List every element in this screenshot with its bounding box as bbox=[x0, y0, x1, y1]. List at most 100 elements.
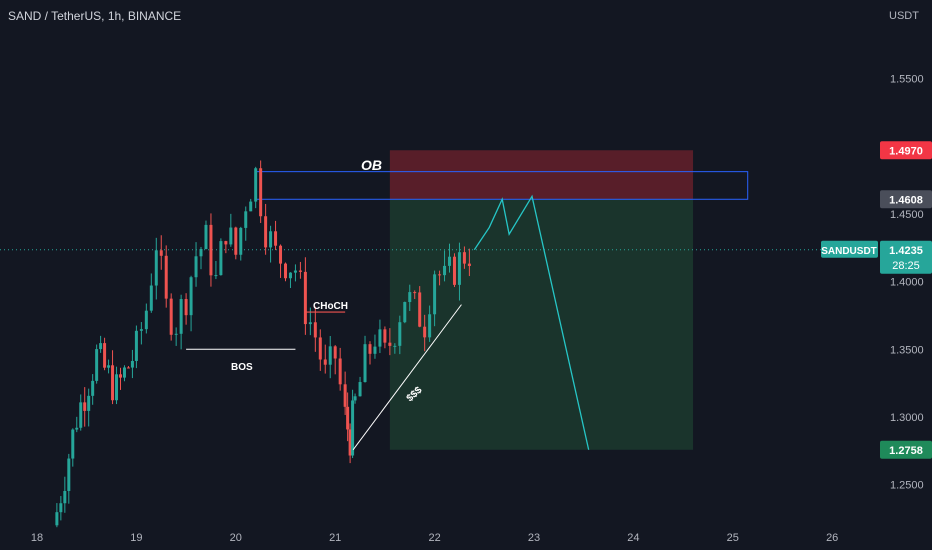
candle-up bbox=[308, 322, 312, 325]
candle-up bbox=[229, 227, 233, 245]
candle-down bbox=[103, 343, 107, 368]
candle-up bbox=[373, 346, 377, 354]
candle-up bbox=[219, 241, 223, 276]
candle-down bbox=[368, 344, 372, 354]
candle-down bbox=[169, 298, 173, 335]
chart-title: SAND / TetherUS, 1h, BINANCE bbox=[8, 9, 182, 23]
candle-up bbox=[71, 429, 75, 459]
candle-down bbox=[323, 359, 327, 365]
target-price-tag-bg bbox=[880, 440, 932, 459]
trend-line bbox=[352, 304, 462, 451]
x-tick-label: 18 bbox=[31, 532, 43, 544]
current-price-tag-bg bbox=[880, 240, 932, 274]
currency-label: USDT bbox=[889, 10, 919, 22]
candle-up bbox=[154, 250, 158, 286]
candle-down bbox=[318, 337, 322, 360]
candle-down bbox=[259, 168, 263, 217]
countdown-label: 28:25 bbox=[892, 260, 920, 272]
y-tick-label: 1.3500 bbox=[890, 344, 924, 356]
candle-up bbox=[398, 322, 402, 346]
candle-down bbox=[224, 241, 228, 245]
candle-down bbox=[303, 271, 307, 325]
candle-up bbox=[59, 503, 63, 513]
candle-up bbox=[448, 256, 452, 266]
ob-label: OB bbox=[361, 157, 382, 173]
y-tick-label: 1.3000 bbox=[890, 412, 924, 424]
target-price-tag: 1.2758 bbox=[889, 445, 923, 457]
x-tick-label: 22 bbox=[428, 532, 440, 544]
x-tick-label: 23 bbox=[528, 532, 540, 544]
x-tick-label: 26 bbox=[826, 532, 838, 544]
candle-up bbox=[55, 512, 59, 526]
candle-up bbox=[443, 265, 447, 276]
choch-label: CHoCH bbox=[313, 301, 348, 312]
candle-up bbox=[204, 224, 208, 250]
candle-down bbox=[438, 274, 442, 276]
bos-label: BOS bbox=[231, 362, 253, 373]
candle-up bbox=[363, 344, 367, 383]
candle-down bbox=[333, 346, 337, 359]
x-tick-label: 19 bbox=[130, 532, 142, 544]
projection-path bbox=[473, 194, 590, 450]
candle-up bbox=[134, 330, 138, 361]
candle-up bbox=[99, 343, 103, 350]
candle-down bbox=[423, 326, 427, 338]
candle-up bbox=[79, 402, 83, 428]
candle-up bbox=[393, 345, 397, 347]
candle-up bbox=[139, 329, 143, 331]
candle-down bbox=[279, 245, 283, 264]
candle-up bbox=[67, 458, 71, 491]
candle-down bbox=[343, 384, 347, 407]
candle-up bbox=[288, 272, 292, 279]
x-tick-label: 21 bbox=[329, 532, 341, 544]
candle-down bbox=[83, 402, 87, 411]
candle-up bbox=[87, 395, 91, 411]
candle-down bbox=[413, 292, 417, 294]
y-tick-label: 1.4500 bbox=[890, 209, 924, 221]
candle-up bbox=[378, 329, 382, 347]
candle-up bbox=[408, 292, 412, 303]
candle-up bbox=[189, 277, 193, 316]
candle-up bbox=[194, 256, 198, 278]
candle-up bbox=[122, 367, 126, 378]
candle-up bbox=[115, 374, 119, 401]
candle-up bbox=[293, 270, 297, 273]
candle-down bbox=[209, 224, 213, 276]
stop-price-tag-bg bbox=[880, 141, 932, 160]
candle-down bbox=[313, 322, 317, 338]
candle-down bbox=[452, 256, 456, 285]
candle-down bbox=[284, 263, 287, 279]
candle-up bbox=[214, 275, 218, 277]
symbol-badge-bg bbox=[821, 240, 878, 258]
ob-price-tag-bg bbox=[880, 190, 932, 209]
candle-up bbox=[244, 211, 248, 228]
candle-up bbox=[457, 252, 461, 285]
candle-up bbox=[353, 396, 357, 401]
candle-up bbox=[75, 427, 79, 430]
candle-down bbox=[348, 429, 352, 456]
x-tick-label: 24 bbox=[627, 532, 639, 544]
candle-up bbox=[107, 365, 111, 368]
candle-up bbox=[91, 380, 95, 396]
y-tick-label: 1.2500 bbox=[890, 480, 924, 492]
candle-down bbox=[126, 367, 130, 369]
candle-up bbox=[328, 346, 332, 365]
candle-down bbox=[383, 329, 387, 343]
candle-up bbox=[130, 360, 134, 368]
candle-down bbox=[418, 292, 422, 327]
candle-up bbox=[351, 400, 355, 456]
candle-up bbox=[403, 302, 407, 323]
candle-down bbox=[264, 216, 268, 248]
candle-down bbox=[388, 342, 392, 346]
candle-up bbox=[269, 231, 273, 248]
candle-up bbox=[63, 490, 67, 504]
candle-up bbox=[179, 299, 183, 334]
ob-price-tag: 1.4608 bbox=[889, 194, 923, 206]
candle-up bbox=[174, 333, 178, 335]
candle-down bbox=[298, 270, 302, 272]
stop-zone bbox=[389, 150, 694, 200]
candle-down bbox=[462, 252, 466, 264]
y-tick-label: 1.5500 bbox=[890, 74, 924, 86]
stop-price-tag: 1.4970 bbox=[889, 145, 923, 157]
